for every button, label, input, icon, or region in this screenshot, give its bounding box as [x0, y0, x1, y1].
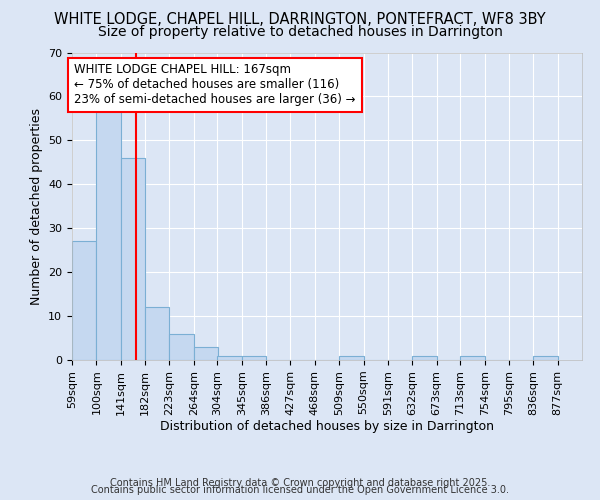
Bar	[217, 356, 242, 360]
Text: WHITE LODGE CHAPEL HILL: 167sqm
← 75% of detached houses are smaller (116)
23% o: WHITE LODGE CHAPEL HILL: 167sqm ← 75% of…	[74, 64, 356, 106]
Text: WHITE LODGE, CHAPEL HILL, DARRINGTON, PONTEFRACT, WF8 3BY: WHITE LODGE, CHAPEL HILL, DARRINGTON, PO…	[54, 12, 546, 28]
Bar	[97, 110, 121, 360]
Bar	[145, 308, 169, 360]
Bar	[72, 242, 97, 360]
Bar	[242, 356, 266, 360]
Bar	[169, 334, 194, 360]
Bar	[194, 347, 218, 360]
Bar	[460, 356, 485, 360]
Bar	[121, 158, 145, 360]
Y-axis label: Number of detached properties: Number of detached properties	[29, 108, 43, 304]
Text: Size of property relative to detached houses in Darrington: Size of property relative to detached ho…	[98, 25, 502, 39]
X-axis label: Distribution of detached houses by size in Darrington: Distribution of detached houses by size …	[160, 420, 494, 434]
Bar	[339, 356, 364, 360]
Text: Contains HM Land Registry data © Crown copyright and database right 2025.: Contains HM Land Registry data © Crown c…	[110, 478, 490, 488]
Bar	[533, 356, 557, 360]
Text: Contains public sector information licensed under the Open Government Licence 3.: Contains public sector information licen…	[91, 485, 509, 495]
Bar	[412, 356, 437, 360]
